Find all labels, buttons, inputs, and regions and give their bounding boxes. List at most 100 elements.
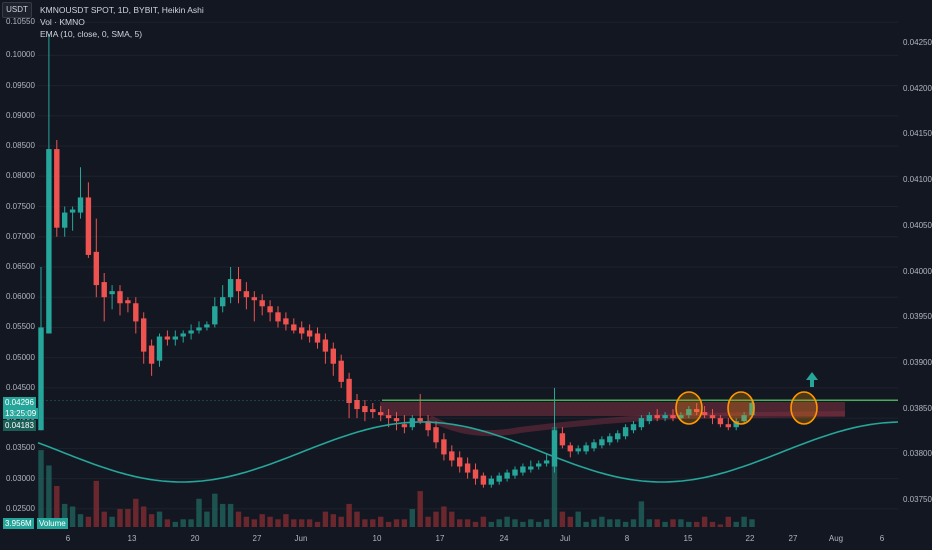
volume-bar — [227, 503, 234, 527]
time-tick-label: 15 — [683, 534, 693, 543]
time-tick-label: 13 — [127, 534, 137, 543]
volume-bar — [243, 516, 250, 527]
volume-bar — [385, 521, 392, 527]
currency-badge[interactable]: USDT — [2, 2, 32, 18]
volume-legend: Vol · KMNO — [40, 17, 85, 27]
candle-body — [220, 297, 226, 307]
volume-bar — [322, 511, 329, 527]
candle-body — [362, 406, 368, 413]
candle-body — [615, 433, 621, 440]
candle-body — [480, 475, 487, 485]
zone-shadow — [428, 411, 846, 437]
volume-bar — [433, 511, 439, 527]
right-tick-label: 0.03750 — [903, 495, 932, 504]
candle-body — [393, 418, 400, 422]
candle-body — [622, 427, 629, 437]
candle-body — [599, 439, 605, 446]
candlestick-series — [38, 34, 755, 488]
volume-bar — [46, 465, 52, 527]
left-tick-label: 0.02500 — [6, 503, 35, 513]
volume-bar — [220, 503, 226, 527]
volume-bar — [638, 501, 645, 527]
volume-bar — [62, 503, 68, 527]
candle-body — [204, 324, 210, 328]
candle-body — [417, 418, 423, 422]
candle-body — [725, 424, 731, 428]
right-tick-label: 0.04200 — [903, 83, 932, 93]
volume-bar — [591, 519, 597, 527]
volume-bar — [615, 519, 621, 527]
volume-bar — [662, 521, 668, 527]
ema-path — [37, 421, 899, 483]
candle-body — [425, 421, 431, 431]
volume-bar — [599, 516, 605, 527]
time-tick-label: 10 — [372, 534, 382, 543]
candle-body — [512, 469, 518, 476]
volume-bar — [709, 521, 716, 527]
candle-body — [575, 448, 581, 452]
volume-label-tag: Volume — [37, 518, 68, 529]
volume-bar — [425, 516, 431, 527]
chart-grid — [38, 21, 898, 510]
ema-value-tag: 0.04183 — [3, 420, 36, 431]
candle-body — [212, 306, 218, 325]
left-tick-label: 0.03500 — [6, 443, 35, 453]
candle-body — [449, 451, 455, 461]
candle-body — [488, 478, 494, 485]
volume-bar — [457, 519, 463, 527]
volume-bar — [575, 511, 581, 527]
volume-bar — [480, 516, 487, 527]
time-tick-label: 24 — [499, 534, 509, 543]
highlight-circle — [675, 391, 703, 425]
volume-bar — [69, 506, 76, 527]
candle-body — [686, 409, 692, 416]
candle-body — [117, 291, 123, 304]
candle-body — [93, 251, 99, 286]
right-tick-label: 0.03900 — [903, 357, 932, 367]
volume-bar — [156, 511, 163, 527]
volume-bar — [551, 427, 558, 527]
candle-body — [472, 469, 479, 479]
volume-bar — [733, 521, 739, 527]
volume-bar — [654, 519, 660, 527]
volume-bar — [678, 519, 684, 527]
ema-legend: EMA (10, close, 0, SMA, 5) — [40, 29, 143, 39]
volume-bar — [741, 516, 747, 527]
volume-bar — [133, 498, 139, 527]
candle-body — [109, 291, 115, 295]
highlight-circle — [727, 391, 755, 425]
left-tick-label: 0.07000 — [6, 231, 35, 241]
resistance-zone — [380, 402, 846, 437]
candle-body — [733, 421, 739, 428]
volume-bar — [306, 519, 313, 527]
volume-bar — [212, 493, 218, 527]
current-price-tag: 0.04296 — [3, 397, 36, 408]
candle-body — [496, 475, 502, 482]
volume-bar — [370, 519, 376, 527]
volume-bar — [441, 506, 447, 527]
volume-bar — [362, 519, 368, 527]
candle-body — [306, 330, 313, 337]
left-tick-label: 0.10000 — [6, 50, 35, 60]
volume-bar — [622, 521, 629, 527]
candle-body — [172, 336, 178, 340]
countdown-tag: 13:25:09 — [3, 408, 39, 419]
volume-bar — [512, 519, 518, 527]
time-tick-label: 6 — [65, 534, 71, 543]
candle-body — [591, 442, 597, 449]
candle-body — [654, 415, 660, 419]
candle-body — [536, 463, 542, 467]
candle-body — [251, 297, 257, 301]
left-tick-label: 0.06500 — [6, 261, 35, 271]
volume-bar — [188, 519, 194, 527]
candle-body — [354, 400, 360, 410]
candle-body — [148, 345, 155, 364]
candle-body — [243, 291, 250, 298]
candle-body — [133, 303, 139, 322]
candle-body — [559, 433, 566, 446]
volume-bar — [291, 519, 297, 527]
candle-body — [678, 415, 684, 419]
candle-body — [551, 430, 558, 467]
left-tick-label: 0.08000 — [6, 171, 35, 181]
